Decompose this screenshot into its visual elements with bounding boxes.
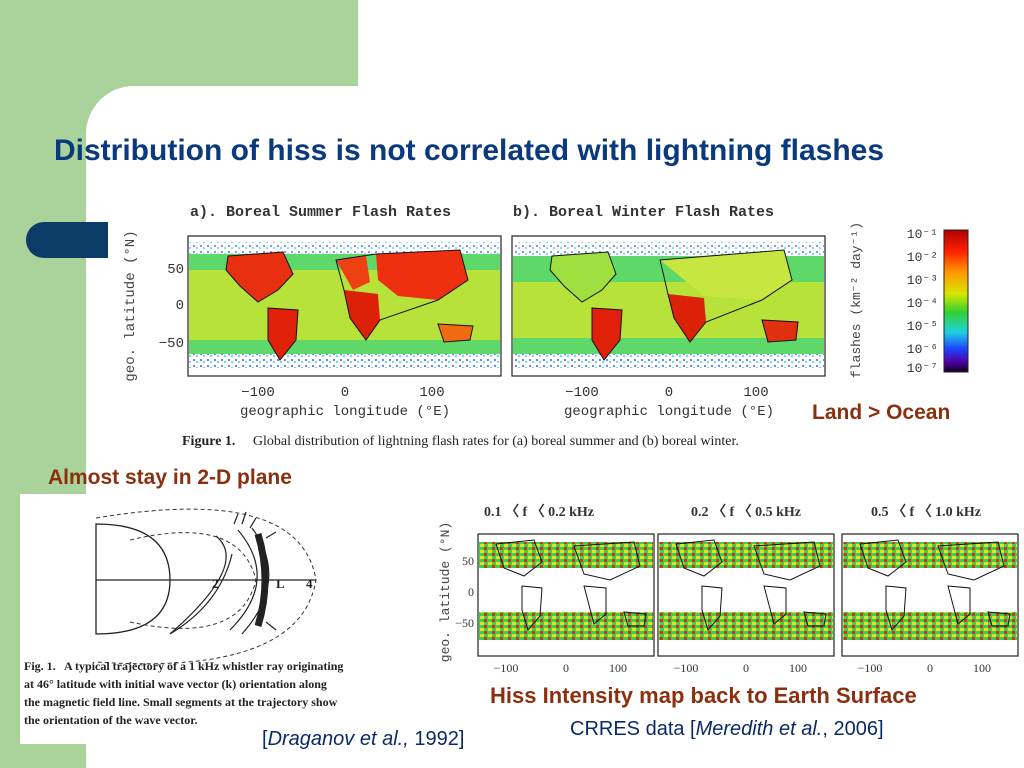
- ray-caption-line-3: the magnetic field line. Small segments …: [24, 695, 338, 709]
- colorbar-tick: 10⁻³: [907, 273, 938, 288]
- flash-b-xlabel: geographic longitude (°E): [564, 404, 774, 420]
- ray-path-2: [229, 529, 258, 631]
- earth-half-disc: [95, 523, 171, 635]
- ray-caption-line-2: at 46° latitude with initial wave vector…: [24, 677, 327, 691]
- wave-vector-segments: [233, 511, 277, 631]
- hiss-panel-2-map: [657, 533, 835, 657]
- colorbar-tick: 10⁻²: [907, 250, 938, 265]
- hiss-ytick-minus50: −50: [455, 616, 474, 630]
- crres-year: , 2006]: [822, 718, 884, 740]
- hiss-p3-xtick-3: 100: [973, 661, 991, 675]
- colorbar-tick: 10⁻⁴: [907, 296, 938, 311]
- hiss-ytick-50: 50: [462, 554, 474, 568]
- colorbar-tick: 10⁻¹: [907, 227, 938, 242]
- draganov-year: 1992]: [408, 728, 465, 750]
- colorbar: [943, 229, 969, 373]
- hiss-p3-xtick-1: −100: [858, 661, 883, 675]
- hiss-intensity-figure: geo. latitude (°N) 50 0 −50 0.1 〈 f 〈 0.…: [424, 496, 1024, 680]
- flash-caption-text: Global distribution of lightning flash r…: [253, 434, 739, 449]
- draganov-author: Draganov et al.,: [267, 728, 409, 750]
- slide-title: Distribution of hiss is not correlated w…: [54, 134, 885, 167]
- flash-ytick-50: 50: [167, 262, 184, 278]
- ray-trajectory-svg: 2 L 4 Fig. 1. A typical trajectory of a …: [24, 508, 343, 727]
- hiss-panel-3-map: [841, 533, 1019, 657]
- flash-caption: Figure 1. Global distribution of lightni…: [182, 434, 739, 449]
- flash-a-xtick-1: −100: [241, 385, 275, 401]
- ray-label-4: 4: [306, 576, 313, 591]
- ray-label-L: L: [276, 576, 285, 591]
- hiss-p1-xtick-3: 100: [609, 661, 627, 675]
- hiss-panel-1-title: 0.1 〈 f 〈 0.2 kHz: [484, 504, 594, 520]
- flash-b-xtick-3: 100: [743, 385, 768, 401]
- colorbar-tick: 10⁻⁵: [907, 319, 938, 334]
- crres-prefix: CRRES data [: [570, 718, 696, 740]
- draganov-bracket: [: [262, 728, 268, 750]
- hiss-p3-xtick-2: 0: [927, 661, 933, 675]
- hiss-ylabel: geo. latitude (°N): [438, 522, 453, 662]
- draganov-citation: [Draganov et al., 1992]: [262, 728, 464, 751]
- ray-bundle: [254, 532, 269, 628]
- flash-b-xtick-1: −100: [565, 385, 599, 401]
- flash-a-xtick-2: 0: [341, 385, 349, 401]
- colorbar-tick: 10⁻⁶: [907, 342, 938, 357]
- ray-path-1: [169, 535, 233, 635]
- hiss-map-annotation: Hiss Intensity map back to Earth Surface: [490, 683, 917, 708]
- ray-label-2: 2: [212, 576, 219, 591]
- hiss-p2-xtick-3: 100: [789, 661, 807, 675]
- hiss-panel-1-map: [477, 533, 655, 657]
- plane-annotation: Almost stay in 2-D plane: [48, 466, 292, 489]
- flash-caption-label: Figure 1.: [182, 434, 235, 449]
- ray-caption-line-1: Fig. 1. A typical trajectory of a 1 kHz …: [24, 659, 343, 673]
- hiss-p2-xtick-1: −100: [674, 661, 699, 675]
- hiss-p1-xtick-1: −100: [494, 661, 519, 675]
- crres-citation: CRRES data [Meredith et al., 2006]: [570, 718, 884, 741]
- panel-a-title: a). Boreal Summer Flash Rates: [190, 204, 451, 221]
- flash-ytick-0: 0: [176, 298, 184, 314]
- ray-caption-label: Fig. 1.: [24, 659, 56, 673]
- panel-b-title: b). Boreal Winter Flash Rates: [513, 204, 774, 221]
- hiss-ytick-0: 0: [468, 585, 474, 599]
- panel-a-map: [187, 235, 502, 377]
- flash-ylabel: geo. latitude (°N): [123, 230, 139, 381]
- flash-ytick-minus50: −50: [159, 336, 184, 352]
- blue-tab-accent: [26, 222, 110, 258]
- ray-trajectory-figure: 2 L 4 Fig. 1. A typical trajectory of a …: [20, 494, 398, 744]
- hiss-panel-2-title: 0.2 〈 f 〈 0.5 kHz: [691, 504, 801, 520]
- flash-a-xtick-3: 100: [419, 385, 444, 401]
- ray-caption-text-1: A typical trajectory of a 1 kHz whistler…: [64, 659, 343, 673]
- hiss-p2-xtick-2: 0: [743, 661, 749, 675]
- flash-rate-svg: a). Boreal Summer Flash Rates b). Boreal…: [123, 204, 969, 449]
- ray-caption-line-4: the orientation of the wave vector.: [24, 713, 198, 727]
- colorbar-label: flashes (km⁻² day⁻¹): [849, 222, 864, 378]
- colorbar-tick: 10⁻⁷: [907, 361, 938, 376]
- hiss-p1-xtick-2: 0: [563, 661, 569, 675]
- flash-a-xlabel: geographic longitude (°E): [240, 404, 450, 420]
- panel-b-map: [511, 235, 826, 377]
- hiss-panel-3-title: 0.5 〈 f 〈 1.0 kHz: [871, 504, 981, 520]
- flash-b-xtick-2: 0: [665, 385, 673, 401]
- crres-author: Meredith et al.: [695, 718, 823, 740]
- flash-rate-figure: a). Boreal Summer Flash Rates b). Boreal…: [108, 190, 984, 460]
- hiss-intensity-svg: geo. latitude (°N) 50 0 −50 0.1 〈 f 〈 0.…: [438, 504, 1019, 675]
- land-ocean-annotation: Land > Ocean: [812, 401, 951, 424]
